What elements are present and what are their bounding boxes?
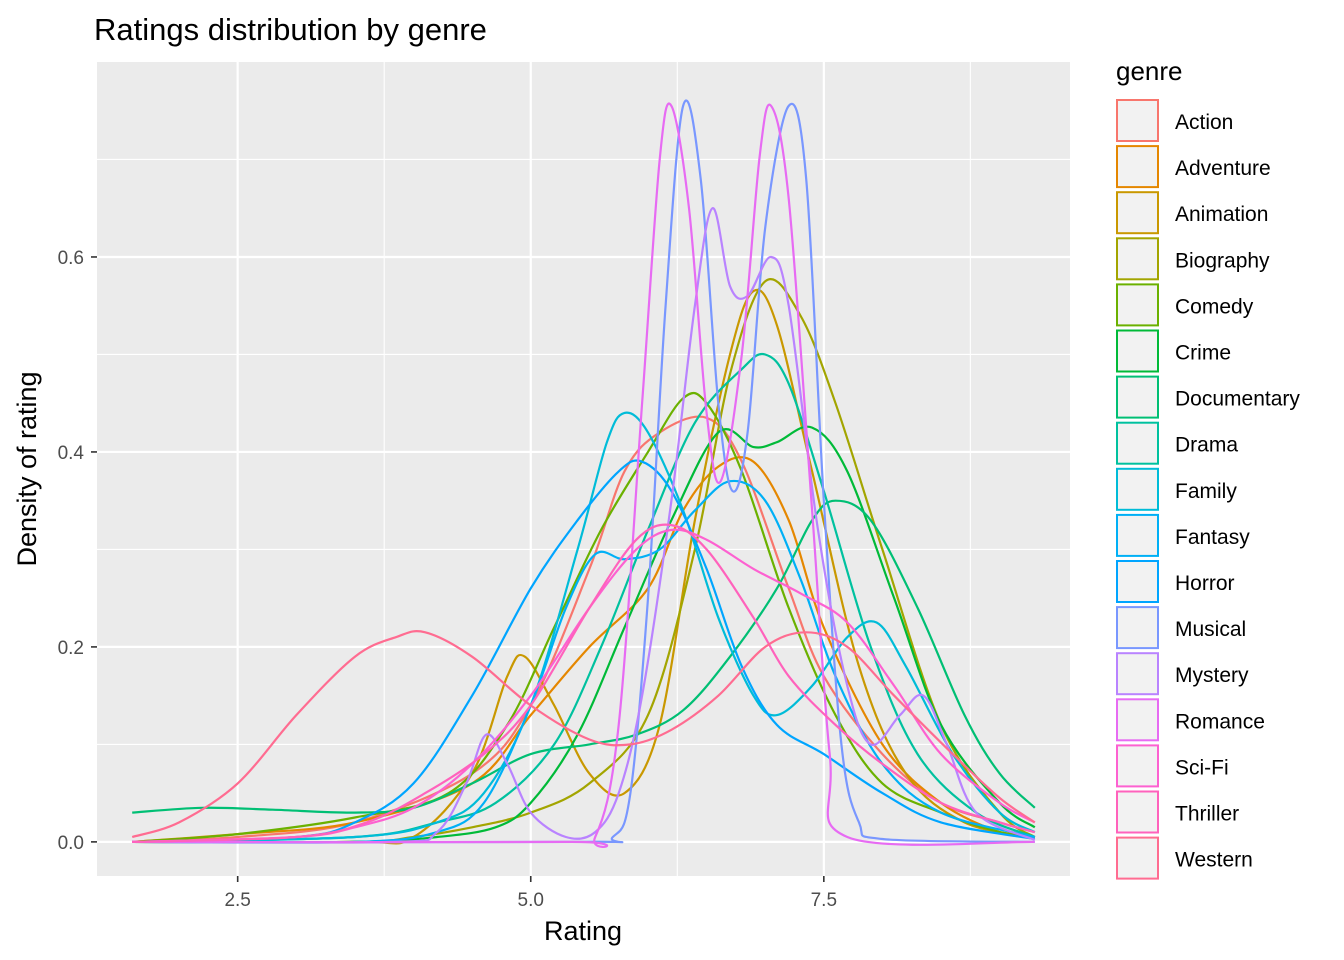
legend-label-western: Western [1175, 849, 1253, 872]
legend-key-biography [1116, 237, 1159, 281]
legend-key-adventure [1116, 145, 1159, 189]
legend-label-crime: Crime [1175, 342, 1231, 365]
legend-key-romance [1116, 698, 1159, 742]
legend-key-action [1116, 99, 1159, 142]
density-line-western [131, 629, 1036, 839]
legend-key-western [1116, 836, 1159, 880]
legend-key-family [1116, 467, 1159, 511]
legend-label-romance: Romance [1175, 710, 1265, 733]
density-line-mystery [132, 207, 1036, 844]
x-axis-title: Rating [544, 916, 622, 946]
y-tick-label: 0.0 [58, 833, 84, 854]
legend-label-drama: Drama [1175, 434, 1238, 457]
legend-label-fantasy: Fantasy [1175, 526, 1250, 549]
legend-title: genre [1116, 56, 1183, 86]
legend-label-musical: Musical [1175, 618, 1246, 641]
density-line-fantasy [132, 479, 1036, 844]
x-tick-label: 5.0 [518, 890, 544, 911]
legend-label-mystery: Mystery [1175, 664, 1249, 687]
legend-key-horror [1116, 560, 1159, 603]
legend-key-drama [1116, 421, 1159, 465]
x-tick-label: 7.5 [811, 890, 837, 911]
density-line-family [132, 411, 1036, 843]
legend-key-thriller [1116, 790, 1159, 834]
legend-items: Action Adventure Animation Biography Comedy C… [1116, 99, 1300, 880]
legend-label-biography: Biography [1175, 249, 1270, 272]
plot-panel [97, 62, 1070, 876]
density-line-crime [132, 425, 1036, 844]
density-line-biography [132, 278, 1036, 844]
legend-key-sci-fi [1116, 744, 1159, 788]
legend-label-horror: Horror [1175, 572, 1235, 595]
y-tick-label: 0.4 [58, 443, 85, 464]
legend-label-thriller: Thriller [1175, 803, 1239, 826]
series-layer [131, 99, 1036, 849]
legend: genre Action Adventure Animation Biography C… [1116, 56, 1300, 880]
density-line-thriller [132, 523, 1036, 843]
density-line-romance [132, 102, 1035, 849]
legend-label-documentary: Documentary [1175, 388, 1300, 411]
x-tick-label: 2.5 [224, 890, 250, 911]
legend-label-animation: Animation [1175, 203, 1268, 226]
chart-title: Ratings distribution by genre [94, 12, 487, 47]
legend-label-comedy: Comedy [1175, 295, 1254, 318]
legend-key-musical [1116, 606, 1159, 650]
legend-label-adventure: Adventure [1175, 157, 1271, 180]
legend-label-family: Family [1175, 480, 1237, 503]
legend-key-fantasy [1116, 513, 1159, 557]
legend-label-sci-fi: Sci-Fi [1175, 756, 1229, 779]
density-line-musical [132, 99, 1035, 844]
legend-key-mystery [1116, 652, 1159, 696]
legend-key-documentary [1116, 375, 1159, 419]
y-tick-label: 0.6 [58, 248, 84, 269]
legend-key-animation [1116, 191, 1159, 235]
density-line-sci-fi [132, 528, 1036, 843]
axes-layer: 2.5 5.0 7.5 0.0 0.2 0.4 0.6 [58, 248, 837, 911]
legend-key-crime [1116, 329, 1159, 373]
legend-label-action: Action [1175, 111, 1233, 134]
y-tick-label: 0.2 [58, 638, 84, 659]
density-line-documentary [132, 499, 1036, 814]
legend-key-comedy [1116, 283, 1159, 327]
y-axis-title: Density of rating [12, 371, 42, 566]
